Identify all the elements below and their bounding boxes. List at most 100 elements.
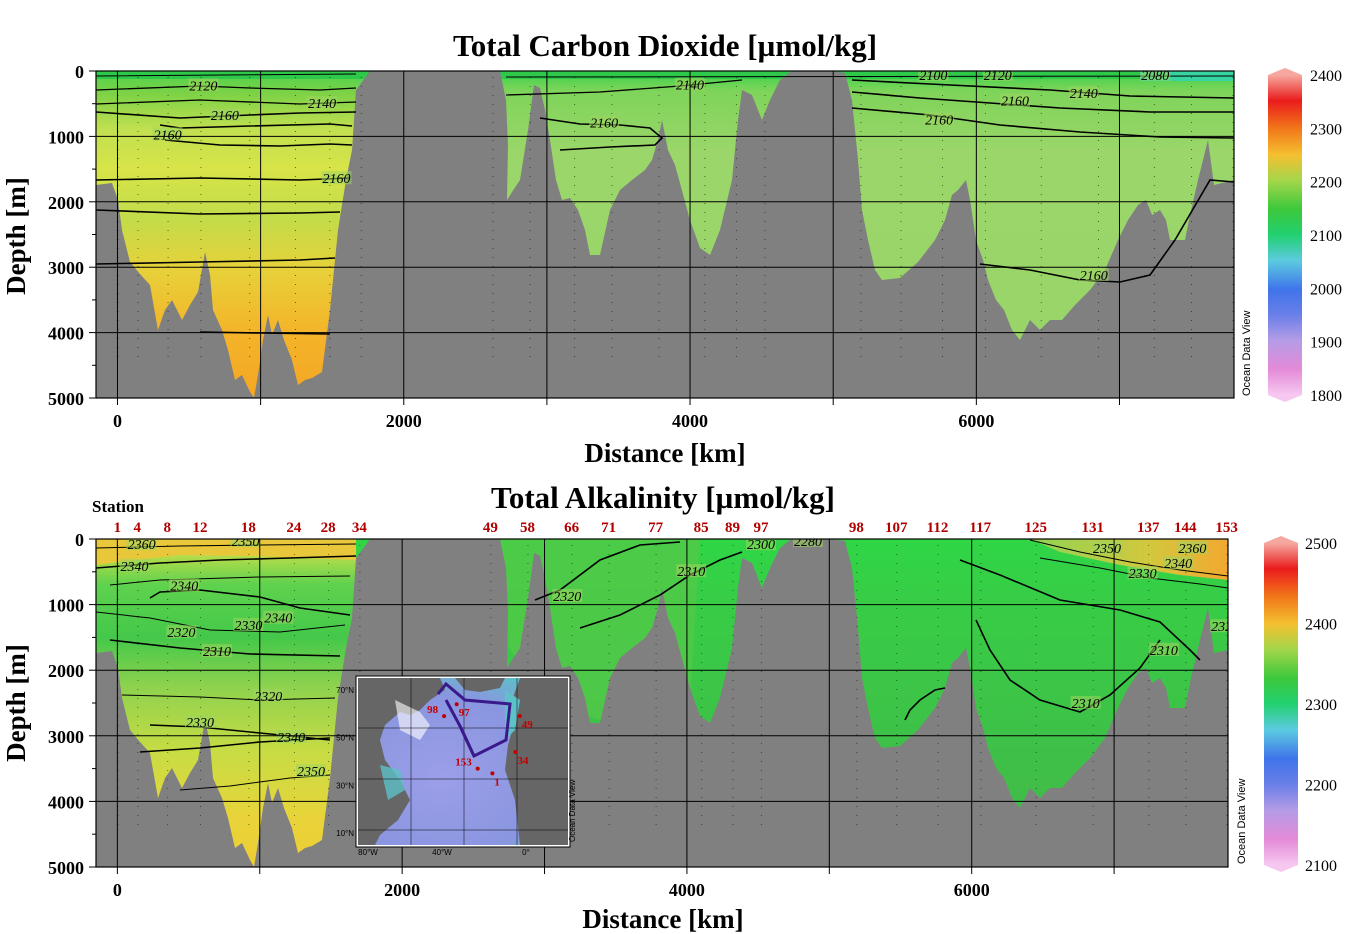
sample-dot (248, 590, 250, 591)
sample-dot (492, 77, 494, 78)
tco2-xtick-label: 2000 (386, 411, 422, 431)
sample-dot (1092, 590, 1094, 591)
talk-contour-label: 2310 (1150, 644, 1178, 659)
sample-dot (1226, 563, 1228, 564)
sample-dot (856, 653, 858, 654)
sample-dot (574, 356, 576, 357)
sample-dot (571, 563, 573, 564)
sample-dot (860, 257, 862, 258)
sample-dot (199, 779, 201, 780)
sample-dot (328, 815, 330, 816)
sample-dot (1232, 194, 1234, 195)
sample-dot (328, 617, 330, 618)
sample-dot (360, 338, 362, 339)
talk-contour-label-bg (552, 589, 583, 603)
sample-dot (1232, 266, 1234, 267)
inset-station-marker (475, 766, 480, 771)
sample-dot (860, 356, 862, 357)
sample-dot (658, 311, 660, 312)
sample-dot (655, 716, 657, 717)
sample-dot (732, 806, 734, 807)
sample-dot (1226, 599, 1228, 600)
sample-dot (200, 104, 202, 105)
sample-dot (608, 599, 610, 600)
sample-dot (896, 671, 898, 672)
sample-dot (359, 662, 361, 663)
tco2-contour-label: 2100 (919, 69, 947, 84)
sample-dot (1035, 707, 1037, 708)
sample-dot (1185, 626, 1187, 627)
sample-dot (199, 608, 201, 609)
sample-dot (167, 140, 169, 141)
sample-dot (1185, 734, 1187, 735)
sample-dot (1226, 725, 1228, 726)
sample-dot (574, 158, 576, 159)
sample-dot (1040, 347, 1042, 348)
sample-dot (200, 347, 202, 348)
sample-dot (896, 761, 898, 762)
sample-dot (732, 779, 734, 780)
sample-dot (294, 311, 296, 312)
sample-dot (492, 176, 494, 177)
sample-dot (608, 545, 610, 546)
sample-dot (732, 590, 734, 591)
sample-dot (860, 158, 862, 159)
sample-dot (937, 815, 939, 816)
sample-dot (760, 707, 762, 708)
sample-dot (360, 113, 362, 114)
sample-dot (1035, 617, 1037, 618)
sample-dot (658, 167, 660, 168)
sample-dot (1232, 221, 1234, 222)
sample-dot (1148, 662, 1150, 663)
sample-dot (611, 104, 613, 105)
sample-dot (200, 212, 202, 213)
sample-dot (1035, 689, 1037, 690)
sample-dot (937, 572, 939, 573)
sample-dot (1232, 77, 1234, 78)
sample-dot (248, 788, 250, 789)
sample-dot (735, 248, 737, 249)
sample-dot (360, 212, 362, 213)
sample-dot (1035, 545, 1037, 546)
sample-dot (1040, 104, 1042, 105)
sample-dot (492, 275, 494, 276)
sample-dot (167, 149, 169, 150)
tco2-contour-label: 2160 (925, 113, 953, 128)
sample-dot (1191, 266, 1193, 267)
sample-dot (200, 77, 202, 78)
sample-dot (293, 689, 295, 690)
talk-contour-label: 2310 (1072, 697, 1100, 712)
sample-dot (900, 230, 902, 231)
sample-dot (1040, 275, 1042, 276)
inset-caribbean-shelf (380, 765, 405, 800)
sample-dot (1153, 338, 1155, 339)
sample-dot (574, 338, 576, 339)
sample-dot (328, 770, 330, 771)
sample-dot (137, 113, 139, 114)
sample-dot (735, 77, 737, 78)
station-label: 137 (1137, 520, 1160, 536)
sample-dot (701, 644, 703, 645)
sample-dot (1035, 824, 1037, 825)
sample-dot (248, 716, 250, 717)
sample-dot (1148, 698, 1150, 699)
sample-dot (701, 698, 703, 699)
sample-dot (294, 221, 296, 222)
sample-dot (732, 707, 734, 708)
sample-dot (490, 644, 492, 645)
station-label: 89 (725, 520, 740, 536)
sample-dot (764, 212, 766, 213)
sample-dot (701, 671, 703, 672)
sample-dot (492, 167, 494, 168)
sample-dot (137, 608, 139, 609)
sample-dot (900, 293, 902, 294)
sample-dot (856, 707, 858, 708)
sample-dot (900, 221, 902, 222)
sample-dot (574, 176, 576, 177)
sample-dot (248, 599, 250, 600)
talk-panel: Total Alkalinity [µmol/kg] Station 1 4 8 12… (1, 480, 1337, 934)
sample-dot (941, 320, 943, 321)
sample-dot (1226, 671, 1228, 672)
sample-dot (984, 149, 986, 150)
sample-dot (200, 230, 202, 231)
